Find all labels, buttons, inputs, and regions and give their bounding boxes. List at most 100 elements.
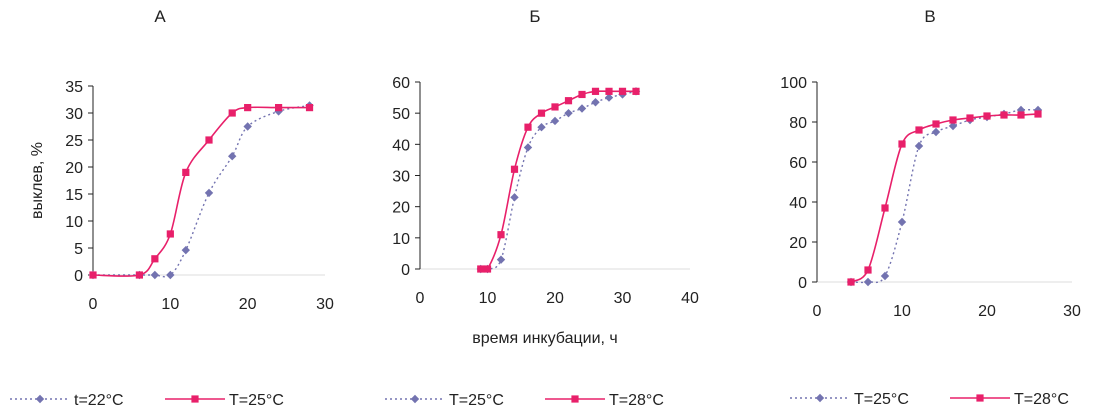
data-point [578,90,586,99]
y-tick-label: 0 [798,275,807,292]
x-tick-label: 10 [893,303,911,320]
chart-title: А [154,7,166,26]
data-point [181,245,190,255]
legend-label: T=25°C [854,391,909,408]
data-point [632,87,640,95]
legend-label: T=28°C [609,392,664,409]
legend-marker [815,393,825,403]
data-point [89,271,97,279]
data-point [305,104,314,112]
chart-b: Б 0 10 20 30 40 50 60 0 10 20 30 40 время инкубации, … [385,7,699,409]
x-tick-label: 20 [546,290,564,307]
data-point [166,230,174,238]
data-point [847,278,855,286]
data-point [898,140,906,148]
y-tick-label: 40 [392,137,410,154]
series-line [850,113,1039,283]
data-point [966,114,974,122]
x-tick-label: 30 [614,290,632,307]
data-point [497,231,505,239]
y-tick-label: 10 [392,231,410,248]
data-point [510,165,519,173]
data-point [949,116,957,124]
data-point [577,104,587,113]
data-point [483,265,492,273]
data-point [135,271,143,279]
data-point [524,123,532,131]
data-point [897,217,907,227]
data-point [244,104,252,112]
series-line [480,90,636,273]
data-point [881,204,889,212]
legend-marker [35,394,45,404]
data-point [551,103,559,111]
data-point [1017,111,1025,119]
series-line [92,106,310,277]
y-tick-label: 40 [789,195,807,212]
data-point [1000,111,1008,119]
series-line [92,104,310,278]
data-point [591,98,600,107]
data-point [605,87,613,95]
y-tick-label: 10 [65,214,83,231]
y-tick-label: 100 [780,75,807,92]
data-point [228,152,237,161]
chart-v: В 0 20 40 60 80 100 0 10 20 30 T=25°C T=28°C [780,7,1081,408]
y-tick-label: 35 [65,79,83,96]
data-point [931,127,941,137]
data-point [863,277,873,287]
legend-marker [191,395,199,403]
data-point [983,112,991,120]
legend-label: T=25°C [229,392,284,409]
data-point [150,270,160,280]
data-point [166,270,175,280]
x-tick-label: 0 [89,296,98,313]
data-point [864,266,872,274]
x-tick-label: 20 [239,296,257,313]
data-point [1034,110,1042,118]
data-point [564,97,573,105]
y-tick-label: 50 [392,106,410,123]
legend-marker [571,395,579,403]
data-point [205,136,213,144]
chart-title: Б [529,7,540,26]
x-tick-label: 40 [681,290,699,307]
data-point [564,108,573,118]
data-point [880,271,890,281]
data-point [243,122,252,131]
y-axis-label: выклев, % [29,142,46,219]
data-point [618,87,627,95]
x-tick-label: 10 [161,296,179,313]
data-point [604,93,614,102]
data-point [228,109,236,117]
chart-title: В [924,7,935,26]
legend-label: T=25°C [449,392,504,409]
data-point [275,104,283,112]
y-tick-label: 30 [65,106,83,123]
data-point [948,121,958,131]
y-tick-label: 30 [392,169,410,186]
x-axis-label: время инкубации, ч [472,330,618,347]
data-point [932,120,940,128]
chart-a: А 0 5 10 15 20 25 30 35 0 10 20 30 выклев, % t=22°C T=2… [10,7,334,409]
x-tick-label: 0 [813,303,822,320]
data-point [537,122,546,132]
y-tick-label: 20 [65,160,83,177]
legend-label: T=28°C [1014,391,1069,408]
y-tick-label: 60 [789,155,807,172]
y-tick-label: 20 [789,235,807,252]
y-tick-label: 0 [401,262,410,279]
x-tick-label: 10 [479,290,497,307]
data-point [914,141,924,151]
y-tick-label: 25 [65,133,83,150]
x-tick-label: 20 [978,303,996,320]
legend-marker [976,394,984,402]
data-point [204,188,214,198]
data-point [151,255,159,263]
data-point [523,143,533,152]
x-tick-label: 0 [416,290,425,307]
data-point [537,109,546,117]
data-point [915,126,923,134]
data-point [591,87,600,95]
legend-marker [410,394,420,404]
